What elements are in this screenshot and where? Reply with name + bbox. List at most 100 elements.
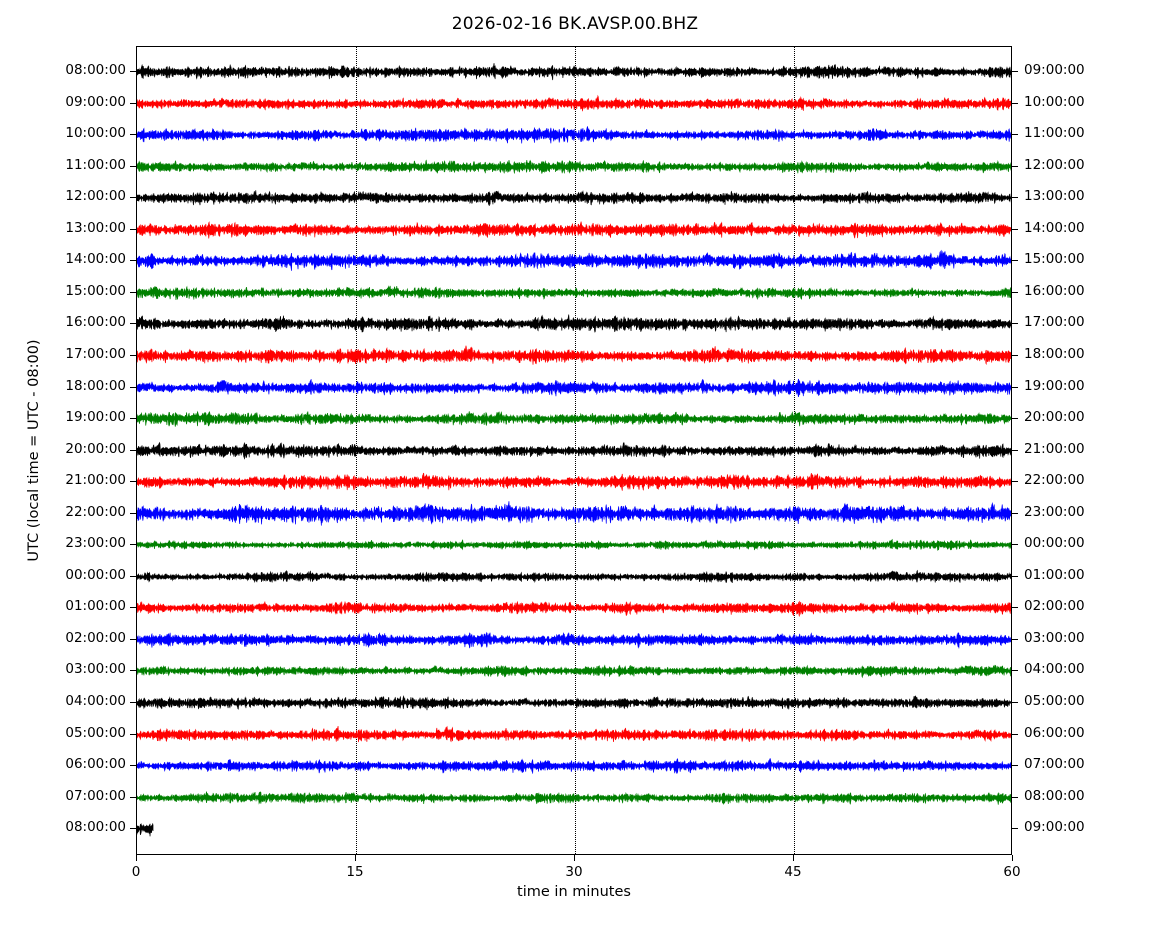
waveform-path (137, 500, 1011, 526)
y-tick-label-left: 06:00:00 (65, 756, 126, 773)
y-tick-label-right: 19:00:00 (1024, 377, 1085, 394)
trace-row (137, 190, 1011, 207)
y-tick-mark-left (130, 796, 136, 798)
trace-row (137, 538, 1011, 551)
y-tick-mark-left (130, 575, 136, 577)
y-tick-mark-right (1012, 228, 1018, 230)
y-tick-label-left: 11:00:00 (65, 156, 126, 173)
y-tick-label-left: 07:00:00 (65, 787, 126, 804)
x-tick-mark (1012, 855, 1013, 861)
waveform-path (137, 345, 1011, 366)
waveform-path (137, 538, 1011, 551)
waveform-path (137, 249, 1011, 272)
x-tick-label: 60 (1003, 864, 1021, 880)
waveform-path (137, 410, 1011, 427)
y-tick-mark-right (1012, 354, 1018, 356)
x-tick-mark (793, 855, 794, 861)
y-tick-label-right: 04:00:00 (1024, 661, 1085, 678)
y-tick-label-right: 13:00:00 (1024, 188, 1085, 205)
y-tick-label-left: 02:00:00 (65, 629, 126, 646)
y-tick-mark-right (1012, 260, 1018, 262)
waveform-path (137, 758, 1011, 775)
waveform-path (137, 600, 1011, 617)
y-tick-mark-left (130, 544, 136, 546)
y-tick-mark-left (130, 386, 136, 388)
y-tick-label-left: 08:00:00 (65, 819, 126, 836)
y-tick-label-right: 12:00:00 (1024, 156, 1085, 173)
trace-row (137, 725, 1011, 742)
y-tick-label-right: 14:00:00 (1024, 219, 1085, 236)
y-tick-label-right: 09:00:00 (1024, 819, 1085, 836)
y-tick-mark-right (1012, 544, 1018, 546)
x-tick-label: 30 (565, 864, 583, 880)
trace-row (137, 600, 1011, 617)
y-tick-label-right: 23:00:00 (1024, 503, 1085, 520)
trace-row (137, 791, 1011, 805)
y-tick-mark-left (130, 512, 136, 514)
trace-row (137, 695, 1011, 711)
trace-row (137, 758, 1011, 775)
y-tick-mark-left (130, 260, 136, 262)
waveform-path (137, 791, 1011, 805)
trace-row (137, 285, 1011, 300)
y-tick-label-right: 08:00:00 (1024, 787, 1085, 804)
y-tick-mark-right (1012, 828, 1018, 830)
x-tick-label: 45 (784, 864, 802, 880)
y-tick-label-right: 22:00:00 (1024, 472, 1085, 489)
y-tick-mark-right (1012, 418, 1018, 420)
waveform-path (137, 63, 1011, 81)
y-tick-mark-left (130, 670, 136, 672)
y-tick-label-right: 00:00:00 (1024, 535, 1085, 552)
waveform-path (137, 94, 1011, 111)
y-tick-mark-left (130, 418, 136, 420)
y-tick-label-right: 09:00:00 (1024, 62, 1085, 78)
waveform-path (137, 695, 1011, 711)
y-tick-mark-right (1012, 670, 1018, 672)
y-tick-mark-right (1012, 796, 1018, 798)
trace-row (137, 441, 1011, 459)
waveform-path (137, 314, 1011, 334)
page-title: 2026-02-16 BK.AVSP.00.BHZ (451, 14, 699, 34)
y-tick-mark-right (1012, 102, 1018, 104)
y-tick-mark-left (130, 765, 136, 767)
y-tick-label-left: 08:00:00 (65, 62, 126, 78)
waveform-path (137, 378, 1011, 397)
waveform-path (137, 159, 1011, 174)
y-tick-mark-right (1012, 165, 1018, 167)
y-tick-label-right: 20:00:00 (1024, 409, 1085, 426)
waveform-path (137, 823, 154, 837)
y-tick-mark-left (130, 607, 136, 609)
y-tick-label-left: 15:00:00 (65, 282, 126, 299)
waveform-path (137, 664, 1011, 679)
y-tick-label-left: 03:00:00 (65, 661, 126, 678)
y-tick-mark-left (130, 481, 136, 483)
y-tick-mark-left (130, 102, 136, 104)
y-tick-mark-right (1012, 733, 1018, 735)
trace-row (137, 220, 1011, 239)
y-tick-mark-left (130, 165, 136, 167)
waveform-path (137, 631, 1011, 649)
x-axis-label: time in minutes (517, 884, 631, 900)
trace-row (137, 63, 1011, 81)
y-tick-label-left: 01:00:00 (65, 598, 126, 615)
y-tick-label-right: 11:00:00 (1024, 125, 1085, 142)
trace-row (137, 378, 1011, 397)
y-tick-mark-right (1012, 607, 1018, 609)
y-tick-label-left: 13:00:00 (65, 219, 126, 236)
y-tick-label-left: 00:00:00 (65, 566, 126, 583)
y-tick-mark-right (1012, 765, 1018, 767)
y-tick-label-left: 19:00:00 (65, 409, 126, 426)
y-tick-label-left: 23:00:00 (65, 535, 126, 552)
y-tick-label-left: 04:00:00 (65, 693, 126, 709)
y-tick-mark-right (1012, 197, 1018, 199)
waveform-path (137, 190, 1011, 207)
y-tick-label-right: 06:00:00 (1024, 724, 1085, 741)
y-tick-mark-left (130, 828, 136, 830)
y-tick-mark-right (1012, 481, 1018, 483)
y-tick-label-left: 17:00:00 (65, 345, 126, 362)
y-tick-label-left: 16:00:00 (65, 314, 126, 331)
waveform-path (137, 725, 1011, 742)
y-tick-mark-left (130, 638, 136, 640)
y-tick-mark-right (1012, 386, 1018, 388)
